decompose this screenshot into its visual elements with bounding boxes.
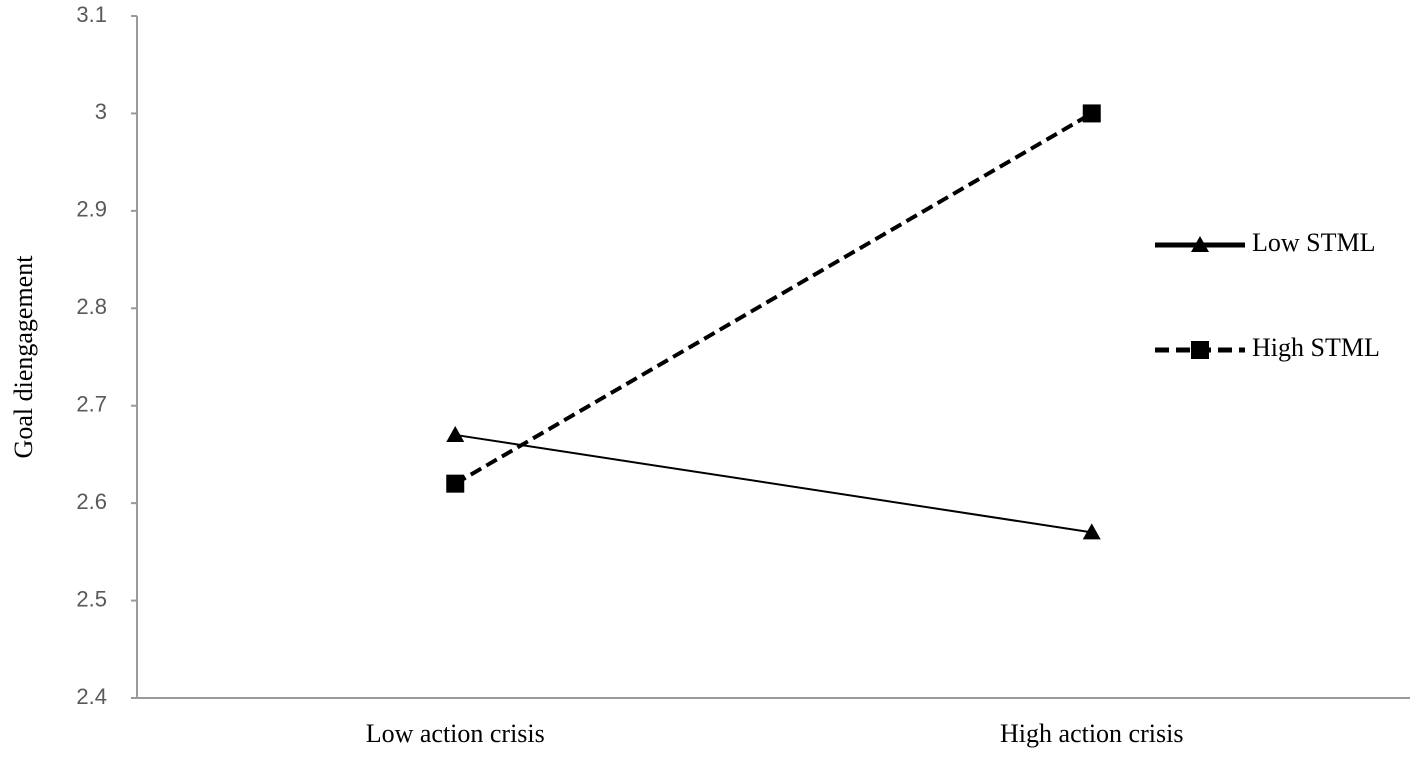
y-tick-label: 2.8 — [76, 294, 107, 319]
legend-label: High STML — [1252, 333, 1380, 362]
series-line — [454, 111, 1093, 486]
y-tick-label: 3.1 — [76, 2, 107, 27]
triangle-marker — [446, 425, 465, 442]
series-line — [455, 433, 1092, 534]
legend-marker — [1191, 341, 1209, 359]
y-tick-label: 3 — [95, 99, 107, 124]
square-marker — [446, 474, 465, 493]
x-tick-label: Low action crisis — [366, 719, 545, 748]
legend-marker — [1191, 236, 1209, 252]
y-tick-label: 2.4 — [76, 684, 107, 709]
y-tick-label: 2.5 — [76, 586, 107, 611]
legend-label: Low STML — [1252, 228, 1376, 257]
y-tick-label: 2.6 — [76, 489, 107, 514]
y-axis-title: Goal diengagement — [9, 255, 38, 459]
y-tick-label: 2.7 — [76, 392, 107, 417]
x-tick-label: High action crisis — [1000, 719, 1183, 748]
triangle-marker — [1082, 523, 1101, 540]
square-marker — [1082, 104, 1101, 123]
y-tick-label: 2.9 — [76, 197, 107, 222]
